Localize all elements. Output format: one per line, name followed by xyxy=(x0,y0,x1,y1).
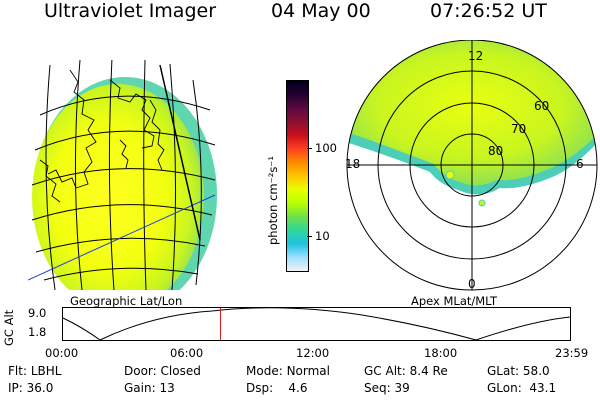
coastlines xyxy=(39,69,165,203)
status-flt: Flt: LBHL xyxy=(8,364,62,378)
mlat-label-70: 70 xyxy=(511,122,526,136)
terminator-line xyxy=(28,194,216,281)
mlt-label-18: 18 xyxy=(345,157,360,171)
colorbar-tick-100 xyxy=(307,148,312,149)
altitude-xtick-0000: 00:00 xyxy=(45,346,79,360)
date-label: 04 May 00 xyxy=(271,0,371,22)
mlat-label-60: 60 xyxy=(534,99,549,113)
colorbar-unit-label: photon cm⁻²s⁻¹ xyxy=(266,156,280,245)
altitude-plot xyxy=(62,307,571,341)
altitude-xtick-2359: 23:59 xyxy=(555,346,589,360)
status-seq: Seq: 39 xyxy=(364,381,410,395)
status-glon: GLon: 43.1 xyxy=(487,381,557,395)
status-glat: GLat: 58.0 xyxy=(487,364,550,378)
status-ip: IP: 36.0 xyxy=(8,381,54,395)
polar-panel-caption: Apex MLat/MLT xyxy=(411,294,498,308)
colorbar-label-10: 10 xyxy=(315,229,330,243)
mlt-label-12: 12 xyxy=(468,49,483,63)
status-mode: Mode: Normal xyxy=(246,364,330,378)
emission-patch xyxy=(445,170,455,180)
altitude-curve xyxy=(62,307,571,341)
colorbar-tick-10 xyxy=(307,236,312,237)
mlt-label-06: 6 xyxy=(576,157,584,171)
auroral-oval xyxy=(347,40,597,186)
instrument-title: Ultraviolet Imager xyxy=(44,0,217,22)
altitude-ylabel: GC Alt xyxy=(2,309,16,346)
status-dsp: Dsp: 4.6 xyxy=(246,381,308,395)
dayside-boundary xyxy=(159,64,201,241)
emission-patch xyxy=(478,199,486,207)
altitude-ytick-9: 9.0 xyxy=(28,306,47,320)
globe-disk xyxy=(32,84,204,290)
colorbar-label-100: 100 xyxy=(315,141,337,155)
altitude-xtick-0600: 06:00 xyxy=(170,346,204,360)
geographic-image xyxy=(28,60,217,290)
altitude-xtick-1800: 18:00 xyxy=(424,346,458,360)
status-gc-alt: GC Alt: 8.4 Re xyxy=(364,364,448,378)
status-door: Door: Closed xyxy=(124,364,201,378)
header-bar: Ultraviolet Imager 04 May 00 07:26:52 UT xyxy=(0,0,600,24)
time-label: 07:26:52 UT xyxy=(430,0,547,22)
mlt-label-00: 0 xyxy=(468,277,476,291)
polar-grid xyxy=(346,40,598,291)
status-gain: Gain: 13 xyxy=(124,381,175,395)
altitude-ytick-1-8: 1.8 xyxy=(28,325,47,339)
altitude-xtick-1200: 12:00 xyxy=(296,346,330,360)
mlat-label-80: 80 xyxy=(488,144,503,158)
graticule xyxy=(31,60,216,290)
altitude-frame xyxy=(62,307,571,341)
polar-image: 12 18 6 0 60 70 80 xyxy=(345,40,598,291)
colorbar xyxy=(286,80,309,272)
geo-panel-caption: Geographic Lat/Lon xyxy=(70,294,183,308)
